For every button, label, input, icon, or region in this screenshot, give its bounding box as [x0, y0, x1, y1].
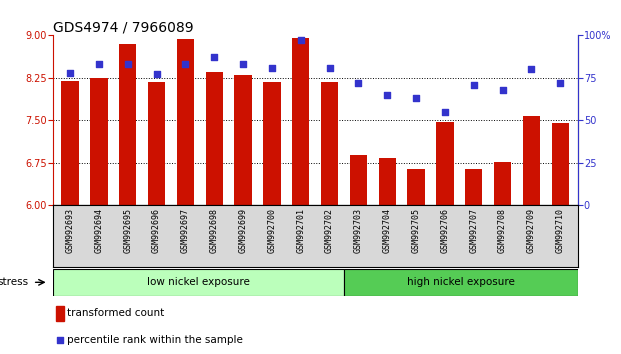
Bar — [350, 155, 367, 205]
Point — [55, 337, 65, 342]
Bar — [436, 122, 453, 205]
Bar — [321, 82, 338, 205]
Bar — [148, 82, 165, 205]
Text: GSM992700: GSM992700 — [268, 209, 276, 253]
Point — [238, 62, 248, 67]
Text: GSM992693: GSM992693 — [66, 209, 75, 253]
Point — [411, 96, 421, 101]
Point — [181, 62, 191, 67]
Text: stress: stress — [0, 277, 29, 287]
Text: GDS4974 / 7966089: GDS4974 / 7966089 — [53, 20, 193, 34]
Text: GSM992707: GSM992707 — [469, 209, 478, 253]
Text: GSM992702: GSM992702 — [325, 209, 334, 253]
Point — [555, 80, 565, 86]
Bar — [53, 269, 344, 296]
Text: transformed count: transformed count — [67, 308, 164, 318]
Point — [440, 109, 450, 115]
Bar — [523, 116, 540, 205]
Point — [267, 65, 277, 70]
Text: GSM992696: GSM992696 — [152, 209, 161, 253]
Point — [65, 70, 75, 76]
Point — [527, 67, 537, 72]
Text: GSM992704: GSM992704 — [383, 209, 392, 253]
Text: GSM992709: GSM992709 — [527, 209, 536, 253]
Bar — [206, 72, 223, 205]
Text: GSM992701: GSM992701 — [296, 209, 306, 253]
Point — [152, 72, 161, 77]
Point — [123, 62, 133, 67]
Text: GSM992703: GSM992703 — [354, 209, 363, 253]
Text: GSM992699: GSM992699 — [238, 209, 248, 253]
Bar — [551, 123, 569, 205]
Bar — [61, 81, 79, 205]
Bar — [407, 169, 425, 205]
Text: low nickel exposure: low nickel exposure — [147, 277, 250, 287]
Text: GSM992708: GSM992708 — [498, 209, 507, 253]
Point — [94, 62, 104, 67]
Text: GSM992695: GSM992695 — [123, 209, 132, 253]
Point — [353, 80, 363, 86]
Point — [296, 38, 306, 43]
Bar — [90, 78, 107, 205]
Bar — [177, 39, 194, 205]
Text: GSM992705: GSM992705 — [412, 209, 420, 253]
Text: GSM992698: GSM992698 — [210, 209, 219, 253]
Text: GSM992710: GSM992710 — [556, 209, 564, 253]
Point — [497, 87, 507, 93]
Point — [209, 55, 219, 60]
Point — [383, 92, 392, 98]
Text: GSM992694: GSM992694 — [94, 209, 104, 253]
Point — [469, 82, 479, 87]
Bar — [119, 44, 137, 205]
Bar — [494, 162, 511, 205]
Text: GSM992697: GSM992697 — [181, 209, 190, 253]
Point — [325, 65, 335, 70]
Bar — [344, 269, 578, 296]
Bar — [234, 75, 252, 205]
Bar — [292, 38, 309, 205]
Text: high nickel exposure: high nickel exposure — [407, 277, 515, 287]
Text: GSM992706: GSM992706 — [440, 209, 450, 253]
Bar — [263, 82, 281, 205]
Bar — [56, 306, 64, 321]
Bar — [465, 169, 483, 205]
Bar — [379, 158, 396, 205]
Text: percentile rank within the sample: percentile rank within the sample — [67, 335, 243, 344]
